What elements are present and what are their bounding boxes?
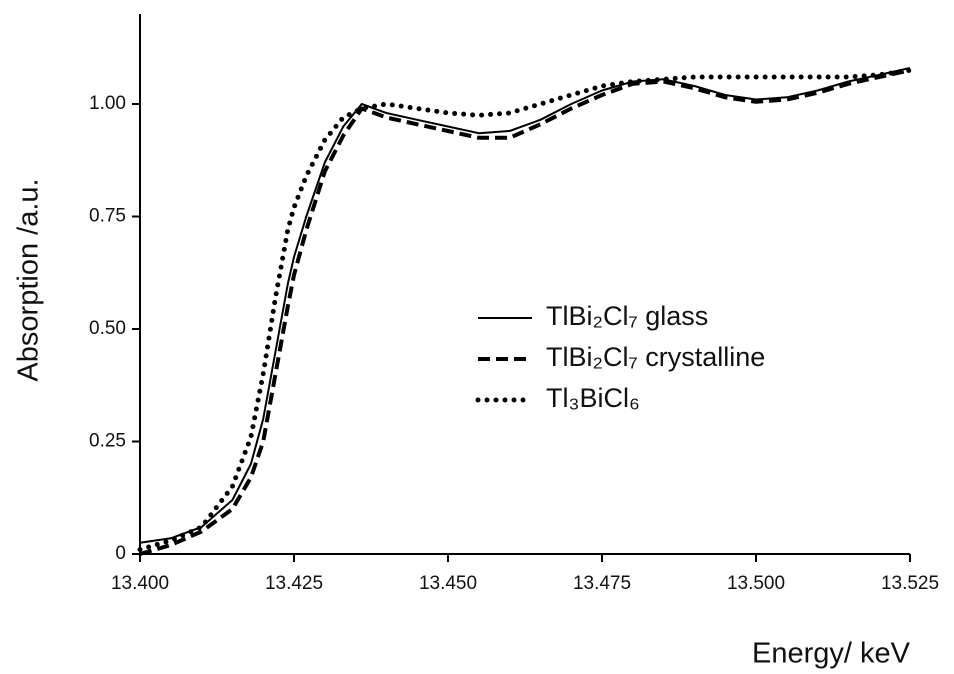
- legend-label: Tl₃BiCl₆: [546, 383, 640, 413]
- x-tick-label: 13.525: [881, 573, 939, 594]
- y-tick-label: 0.75: [89, 206, 126, 227]
- x-tick-label: 13.500: [727, 573, 785, 594]
- x-axis-title: Energy/ keV: [752, 638, 911, 670]
- series-line: [137, 67, 913, 552]
- series-line: [139, 67, 911, 544]
- legend-label: TlBi₂Cl₇ glass: [546, 301, 708, 331]
- y-tick-label: 0: [115, 543, 126, 564]
- x-tick-label: 13.425: [265, 573, 323, 594]
- legend-label: TlBi₂Cl₇ crystalline: [546, 342, 765, 372]
- x-tick-label: 13.450: [419, 573, 477, 594]
- y-tick-label: 0.25: [89, 431, 126, 452]
- series-line: [139, 68, 911, 556]
- x-tick-label: 13.475: [573, 573, 631, 594]
- y-tick-label: 1.00: [89, 93, 126, 114]
- y-tick-label: 0.50: [89, 318, 126, 339]
- y-axis-title: Absorption /a.u.: [13, 178, 45, 381]
- x-tick-label: 13.400: [111, 573, 169, 594]
